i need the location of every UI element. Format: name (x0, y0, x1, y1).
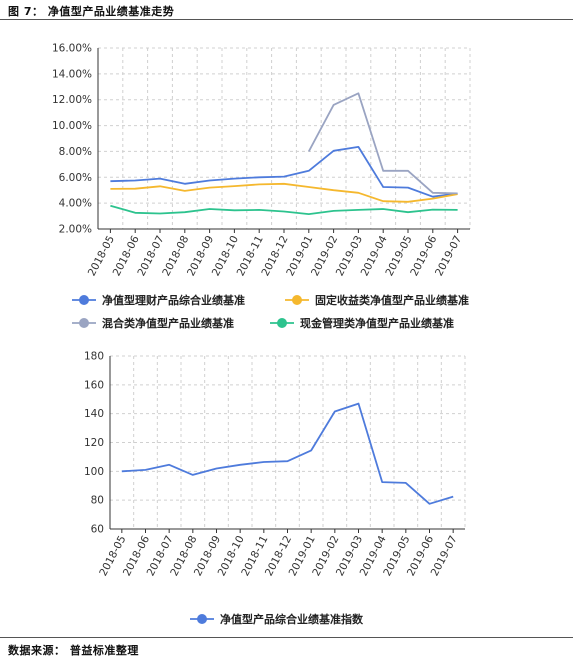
legend-marker (292, 295, 302, 305)
y-tick-label: 4.00% (59, 198, 92, 210)
top-rule (0, 19, 573, 20)
y-tick-label: 60 (91, 524, 104, 536)
y-tick-label: 14.00% (52, 68, 92, 80)
series-line (110, 182, 458, 203)
legend-label: 混合类净值型产品业绩基准 (102, 316, 234, 330)
legend-marker (197, 614, 207, 624)
legend-label: 现金管理类净值型产品业绩基准 (300, 316, 454, 330)
y-tick-label: 12.00% (52, 94, 92, 106)
series-line (110, 146, 458, 198)
bottom-rule (0, 637, 573, 638)
y-tick-label: 10.00% (52, 120, 92, 132)
legend-marker (277, 318, 287, 328)
legend-label: 固定收益类净值型产品业绩基准 (315, 293, 469, 307)
y-tick-label: 100 (84, 466, 104, 478)
y-tick-label: 140 (84, 408, 104, 420)
data-source: 数据来源： 普益标准整理 (8, 644, 139, 657)
legend-label: 净值型理财产品综合业绩基准 (102, 293, 245, 307)
y-tick-label: 160 (84, 379, 104, 391)
y-tick-label: 120 (84, 437, 104, 449)
series-line (121, 402, 454, 505)
benchmark-trend-chart: 16.00% 14.00% 12.00% 10.00% 8.00% 6.00% 4.00% 2… (52, 43, 471, 330)
y-tick-label: 6.00% (59, 172, 92, 184)
series-line (110, 204, 458, 215)
y-tick-label: 80 (91, 495, 104, 507)
y-tick-label: 180 (84, 351, 104, 363)
figure-title: 图 7： 净值型产品业绩基准走势 (8, 5, 175, 18)
legend-label: 净值型产品综合业绩基准指数 (220, 612, 364, 626)
y-tick-label: 2.00% (59, 224, 92, 236)
legend-marker (79, 295, 89, 305)
legend-marker (79, 318, 89, 328)
y-tick-label: 8.00% (59, 146, 92, 158)
series-line (308, 92, 458, 195)
y-tick-label: 16.00% (52, 43, 92, 55)
benchmark-index-chart: 18016014012010080602018-052018-062018-07… (84, 351, 466, 626)
